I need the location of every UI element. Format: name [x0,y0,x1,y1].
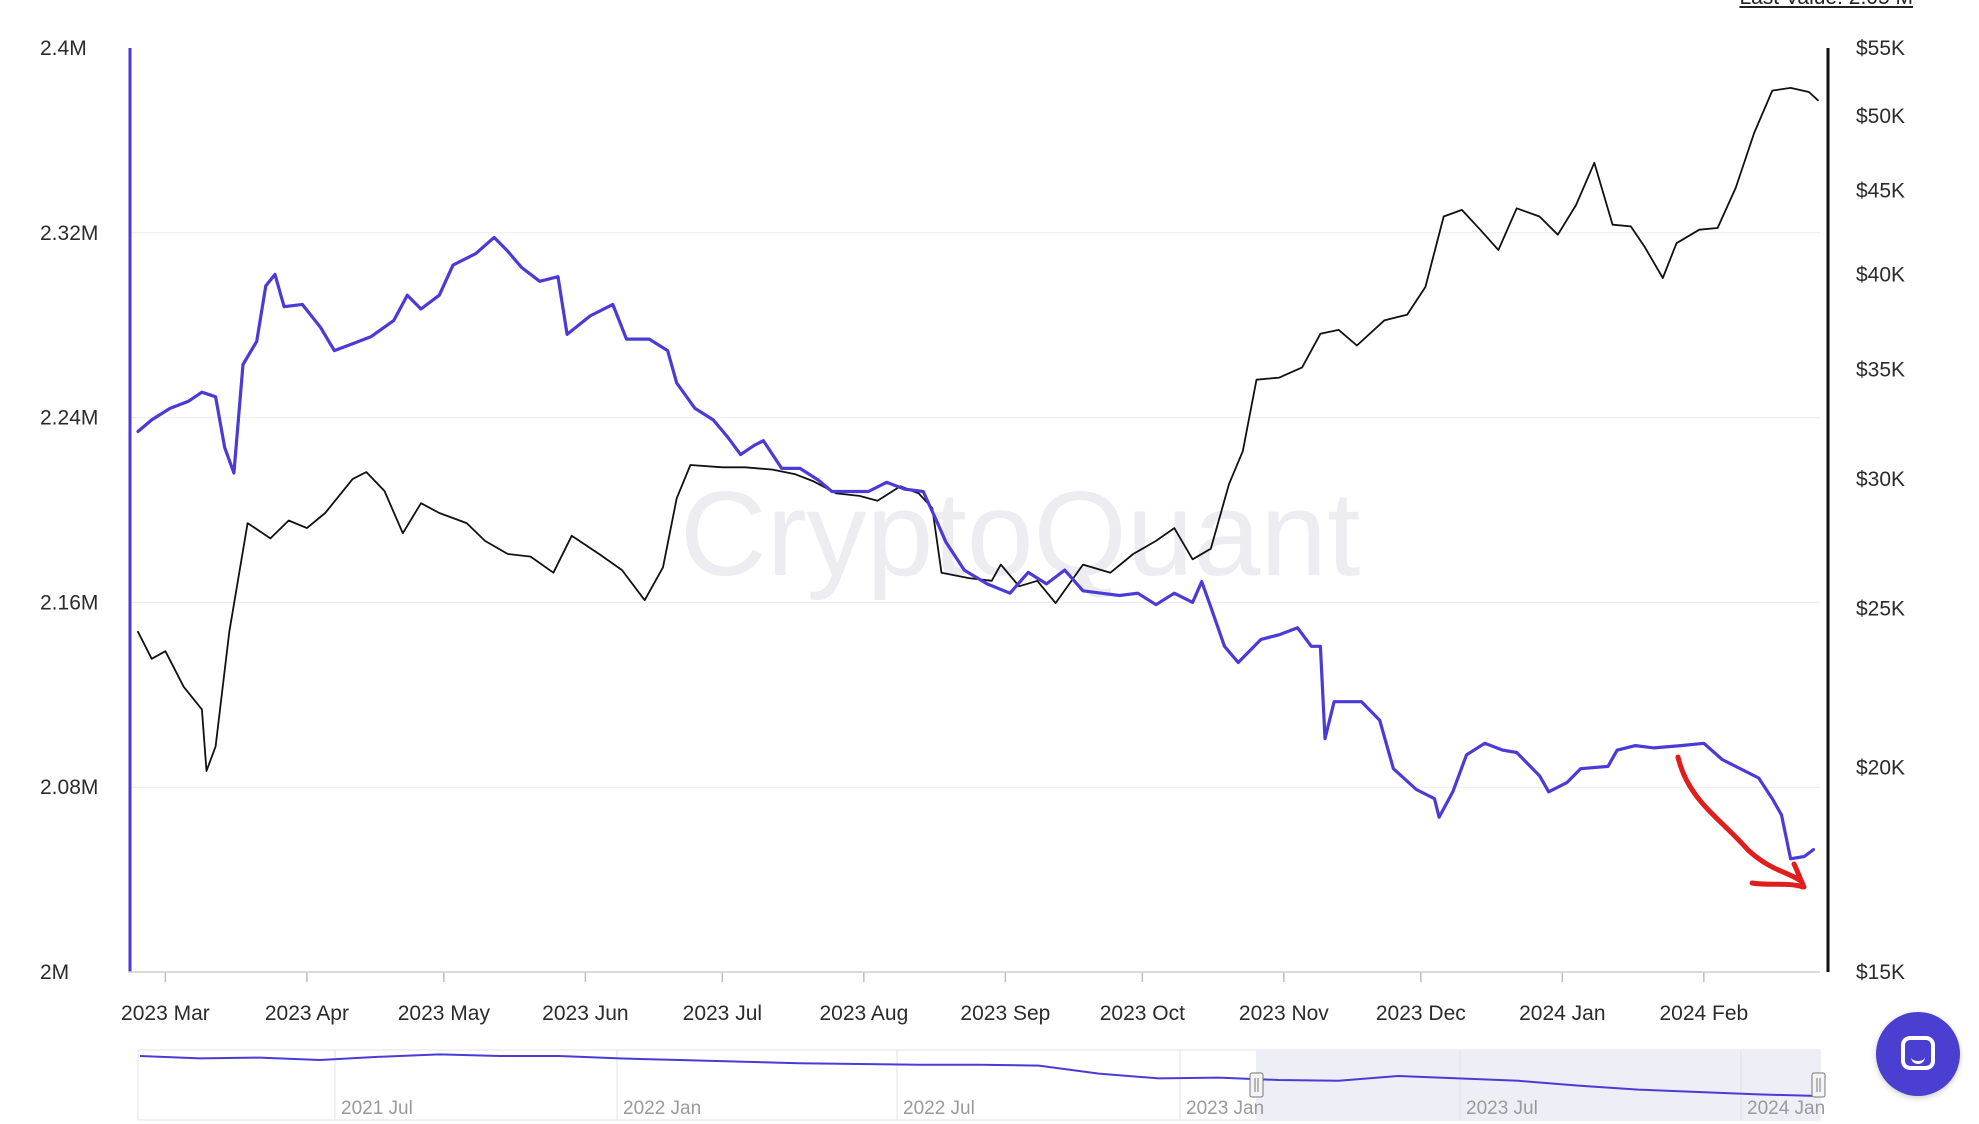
y-right-tick-label: $30K [1856,468,1905,491]
navigator-left-handle[interactable] [1249,1072,1264,1098]
y-right-tick-label: $40K [1856,263,1905,286]
navigator-tick-label: 2023 Jul [1466,1098,1538,1119]
x-tick-label: 2023 Jul [683,1002,762,1025]
navigator-overview-line [139,1053,1819,1097]
y-left-tick-label: 2.32M [40,222,98,245]
y-axis-left: 2.4M 2.32M 2.24M 2.16M 2.08M 2M [40,37,98,984]
x-tick-label: 2024 Jan [1519,1002,1605,1025]
series-line-left-axis [136,235,1815,861]
x-tick-label: 2023 Aug [819,1002,908,1025]
y-left-tick-label: 2.24M [40,407,98,430]
watermark: CryptoQuant [680,467,1360,601]
navigator-tick-label: 2023 Jan [1186,1098,1264,1119]
y-right-tick-label: $20K [1856,756,1905,779]
navigator-tick-label: 2022 Jul [903,1098,975,1119]
navigator[interactable]: 2021 Jul 2022 Jan 2022 Jul 2023 Jan 2023 Jul… [137,1049,1826,1121]
y-left-tick-label: 2.4M [40,37,87,60]
navigator-selection[interactable] [1256,1050,1820,1120]
y-right-tick-label: $45K [1856,180,1905,203]
y-left-tick-label: 2M [40,961,69,984]
x-tick-label: 2023 Oct [1100,1002,1185,1025]
series-line-right-axis [137,87,1819,772]
navigator-tick-label: 2021 Jul [341,1098,413,1119]
red-arrow-annotation [1675,754,1807,890]
y-right-tick-label: $15K [1856,961,1905,984]
y-left-tick-label: 2.16M [40,591,98,614]
y-right-tick-label: $35K [1856,358,1905,381]
x-tick-label: 2023 Dec [1376,1002,1466,1025]
x-tick-label: 2023 May [398,1002,491,1025]
grid-lines [128,232,1820,788]
x-axis: 2023 Mar 2023 Apr 2023 May 2023 Jun 2023 Jul… [121,972,1748,1025]
navigator-tick-label: 2022 Jan [623,1098,701,1119]
navigator-overview [139,1053,1819,1097]
y-left-tick-label: 2.08M [40,776,98,799]
y-axis-right: $55K $50K $45K $40K $35K $30K $25K $20K $15K [1856,37,1905,984]
x-tick-label: 2023 Sep [960,1002,1050,1025]
x-tick-label: 2023 Nov [1239,1002,1329,1025]
y-right-tick-label: $55K [1856,37,1905,60]
series-layer [136,87,1819,861]
chat-icon [1901,1036,1935,1070]
last-value-label[interactable]: Last Value: 2.05 M [1739,0,1913,10]
x-tick-label: 2023 Apr [265,1002,349,1025]
x-tick-label: 2023 Jun [542,1002,628,1025]
chat-support-button[interactable] [1876,1012,1960,1096]
navigator-tick-label: 2024 Jan [1747,1098,1825,1119]
y-right-tick-label: $50K [1856,105,1905,128]
navigator-axis: 2021 Jul 2022 Jan 2022 Jul 2023 Jan 2023 Jul… [334,1050,1825,1120]
x-tick-label: 2024 Feb [1659,1002,1748,1025]
navigator-right-handle[interactable] [1811,1072,1826,1098]
y-right-tick-label: $25K [1856,598,1905,621]
x-tick-label: 2023 Mar [121,1002,210,1025]
